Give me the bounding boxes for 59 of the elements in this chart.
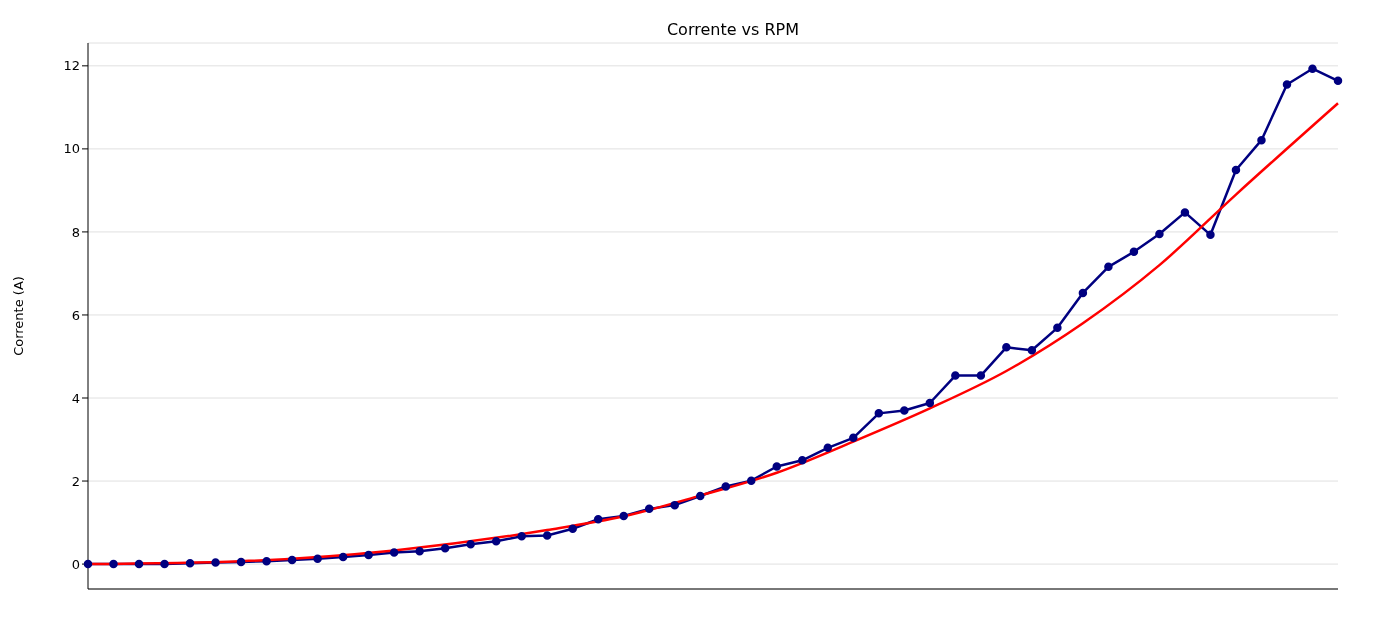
point xyxy=(874,409,884,418)
point xyxy=(747,476,756,485)
point xyxy=(1155,229,1164,239)
point xyxy=(1333,76,1343,86)
point xyxy=(466,539,475,549)
point xyxy=(185,559,195,568)
y-tick-label: 0 xyxy=(71,556,80,572)
point xyxy=(236,557,246,567)
point xyxy=(542,531,552,540)
point xyxy=(517,532,526,541)
point xyxy=(1027,346,1037,355)
point xyxy=(1104,262,1113,272)
point xyxy=(1129,247,1139,257)
y-tick-label: 6 xyxy=(71,307,80,323)
point xyxy=(364,550,373,560)
point xyxy=(134,559,144,569)
point xyxy=(415,546,424,556)
point xyxy=(1206,230,1215,240)
point xyxy=(772,462,782,471)
y-tick-label: 12 xyxy=(63,58,80,74)
point xyxy=(1180,208,1190,217)
point xyxy=(338,552,348,562)
point xyxy=(670,500,679,510)
point xyxy=(389,548,399,557)
point xyxy=(440,544,450,553)
y-tick-label: 8 xyxy=(71,224,80,240)
point xyxy=(849,433,858,443)
point xyxy=(109,559,118,569)
point xyxy=(83,559,93,569)
y-tick-label: 10 xyxy=(63,141,80,157)
point xyxy=(900,406,909,415)
point xyxy=(1257,135,1266,145)
y-tick-label: 4 xyxy=(71,390,80,406)
point xyxy=(823,443,833,453)
point xyxy=(798,456,807,465)
point xyxy=(1282,80,1292,89)
point xyxy=(925,398,935,408)
y-tick-label: 2 xyxy=(71,473,80,489)
point xyxy=(287,555,297,565)
point xyxy=(313,554,322,563)
point xyxy=(1308,64,1317,73)
point xyxy=(644,504,654,514)
chart-title: Corrente vs RPM xyxy=(665,20,801,39)
point xyxy=(568,524,577,534)
point xyxy=(593,515,603,524)
point xyxy=(976,371,986,380)
point xyxy=(696,491,705,501)
point xyxy=(1002,343,1011,352)
y-axis-title: Corrente (A) xyxy=(10,276,26,356)
point xyxy=(160,559,169,569)
point xyxy=(619,511,628,521)
point xyxy=(211,558,220,567)
point xyxy=(1078,288,1088,298)
point xyxy=(951,371,960,380)
point xyxy=(1053,323,1062,333)
point xyxy=(262,556,271,566)
point xyxy=(721,482,731,491)
point xyxy=(1231,165,1241,175)
point xyxy=(491,537,501,546)
